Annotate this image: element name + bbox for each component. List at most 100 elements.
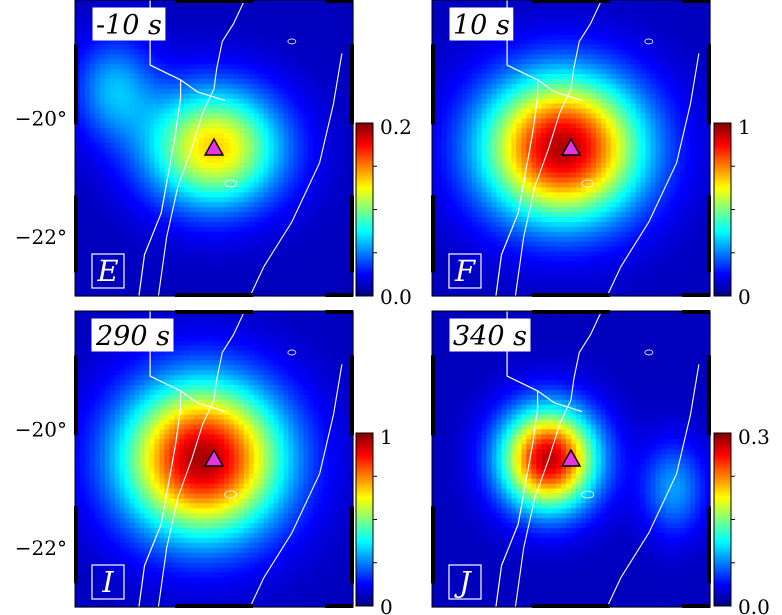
heatmap-cell [446,93,453,100]
heatmap-cell [124,123,131,129]
heatmap-cell [129,54,136,60]
heatmap-cell [214,74,220,80]
heatmap-cell [456,83,463,90]
heatmap-cell [670,103,676,110]
heatmap-cell [293,59,299,65]
heatmap-cell [114,138,121,144]
heatmap-cell [343,207,349,213]
heatmap-cell [675,19,681,26]
heatmap-cell [600,138,607,144]
heatmap-cell [561,88,567,95]
heatmap-cell [199,93,205,100]
heatmap-cell [308,192,314,198]
heatmap-cell [605,69,612,75]
heatmap-cell [511,14,517,21]
heatmap-cell [318,64,324,70]
heatmap-cell [298,133,304,139]
heatmap-cell [531,19,537,26]
heatmap-cell [491,0,498,6]
heatmap-cell [605,9,612,16]
heatmap-cell [620,49,627,55]
heatmap-cell [506,69,513,75]
heatmap-cell [154,123,160,129]
heatmap-cell [328,167,334,174]
heatmap-cell [75,143,81,149]
heatmap-cell [223,59,230,65]
heatmap-cell [169,9,175,16]
heatmap-cell [273,9,280,16]
heatmap-cell [159,256,165,263]
heatmap-cell [521,69,527,75]
heatmap-cell [645,83,652,90]
heatmap-cell [189,69,195,75]
heatmap-cell [94,138,101,144]
heatmap-cell [343,281,349,287]
heatmap-cell [630,74,637,80]
heatmap-cell [338,143,344,149]
heatmap-cell [184,241,190,248]
heatmap-cell [238,9,245,16]
heatmap-cell [164,74,170,80]
heatmap-cell [580,108,587,115]
heatmap-cell [263,291,270,297]
heatmap-cell [124,143,131,149]
heatmap-cell [328,19,334,26]
heatmap-cell [194,83,200,90]
heatmap-cell [348,187,354,193]
heatmap-cell [204,162,210,169]
heatmap-cell [308,108,314,115]
heatmap-cell [293,93,299,100]
heatmap-cell [521,93,527,100]
heatmap-cell [119,231,126,238]
heatmap-cell [194,266,200,272]
heatmap-cell [436,118,443,124]
heatmap-cell [561,108,567,115]
heatmap-cell [343,39,349,45]
heatmap-cell [318,182,324,189]
heatmap-cell [456,69,463,75]
heatmap-cell [695,39,701,45]
heatmap-cell [184,74,190,80]
heatmap-cell [600,98,607,105]
heatmap-cell [556,54,562,60]
heatmap-cell [446,123,453,129]
heatmap-cell [248,167,255,174]
heatmap-cell [109,98,116,105]
heatmap-cell [556,24,562,31]
heatmap-cell [263,286,270,292]
heatmap-cell [313,64,319,70]
heatmap-cell [199,286,205,292]
heatmap-cell [159,123,165,129]
heatmap-cell [333,74,339,80]
heatmap-cell [615,93,622,100]
heatmap-cell [323,49,329,55]
heatmap-cell [243,226,250,233]
heatmap-cell [149,78,156,85]
heatmap-cell [139,113,146,119]
heatmap-cell [328,88,334,95]
heatmap-cell [253,123,260,129]
heatmap-cell [615,78,622,85]
heatmap-cell [223,29,230,36]
heatmap-cell [228,182,235,189]
heatmap-cell [546,29,552,36]
heatmap-cell [625,54,632,60]
heatmap-cell [243,83,250,90]
heatmap-cell [189,108,195,115]
heatmap-cell [338,148,344,154]
heatmap-cell [516,24,522,31]
heatmap-cell [283,123,290,129]
heatmap-cell [580,113,587,119]
heatmap-cell [323,246,329,253]
heatmap-cell [313,113,319,119]
heatmap-cell [690,113,696,119]
heatmap-cell [223,54,230,60]
heatmap-cell [263,83,270,90]
heatmap-cell [595,49,602,55]
heatmap-cell [114,0,121,6]
heatmap-cell [323,212,329,218]
heatmap-cell [248,212,255,218]
heatmap-cell [630,108,637,115]
heatmap-cell [99,241,106,248]
heatmap-cell [84,133,91,139]
